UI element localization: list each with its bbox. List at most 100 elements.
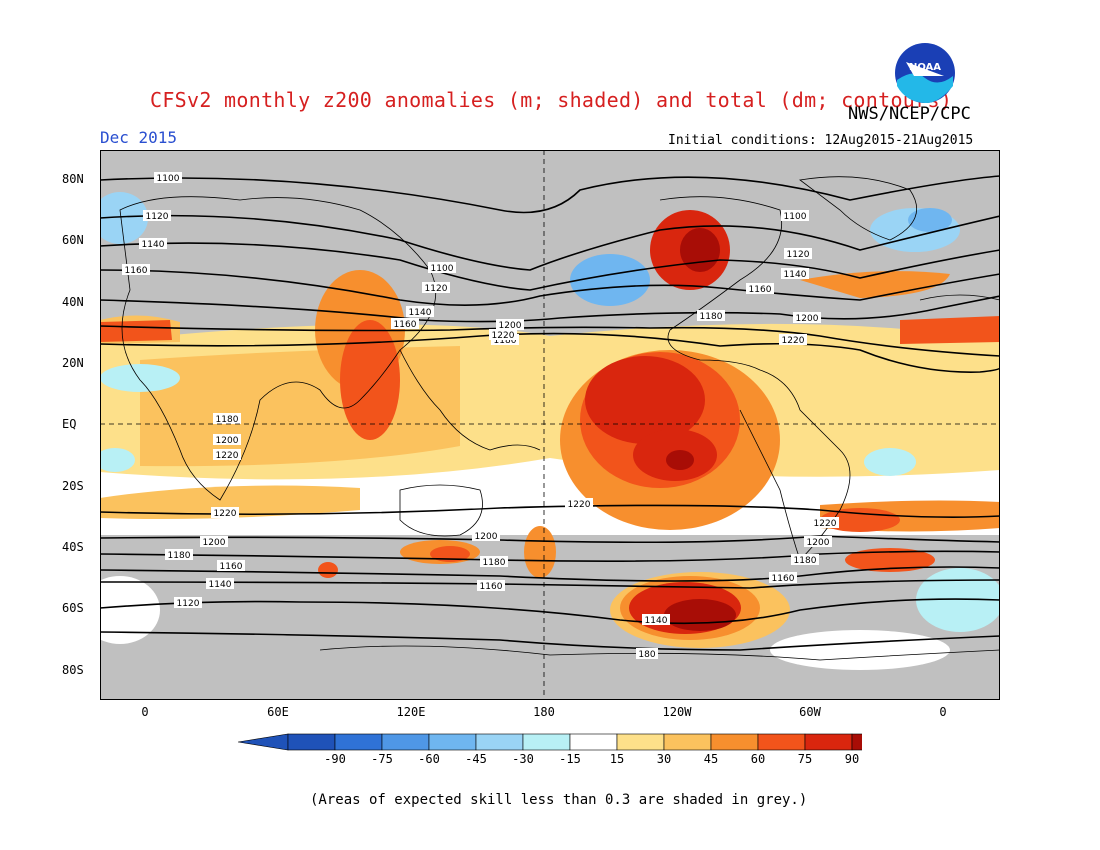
colorbar-tick-label: 75 (797, 752, 813, 766)
contour-label: 1140 (142, 240, 165, 250)
colorbar-box (287, 733, 336, 751)
contour-label-bg (154, 172, 182, 183)
contour-label: 1160 (394, 320, 417, 330)
colorbar-box (334, 733, 383, 751)
contour-label-bg (143, 210, 171, 221)
colorbar-tick-label: 45 (703, 752, 719, 766)
lat-label: 20S (62, 479, 84, 493)
lat-label: 80N (62, 172, 84, 186)
colorbar-box (851, 733, 862, 751)
contour-label-bg (211, 507, 239, 518)
contour-label-bg (793, 312, 821, 323)
contour-label-bg (784, 248, 812, 259)
contour-label: 1160 (772, 574, 795, 584)
map-frame (100, 150, 1000, 700)
contour-label: 1200 (203, 538, 226, 548)
colorbar-box (428, 733, 477, 751)
lat-label: 40N (62, 295, 84, 309)
contour-label: 1200 (216, 436, 239, 446)
colorbar-tick-label: 90 (844, 752, 860, 766)
contour-label: 1100 (431, 264, 454, 274)
contour-label-bg (496, 319, 524, 330)
contour-label: 1160 (749, 285, 772, 295)
contour-label: 1220 (568, 500, 591, 510)
contour-label: 1180 (494, 336, 517, 346)
contour-label: 1140 (209, 580, 232, 590)
contour-label: 1180 (168, 551, 191, 561)
lat-label: 60S (62, 601, 84, 615)
colorbar-tick-label: -30 (512, 752, 534, 766)
contour-label-bg (565, 498, 593, 509)
lat-label: 40S (62, 540, 84, 554)
contour-label-bg (406, 306, 434, 317)
contour-label: 1180 (794, 556, 817, 566)
contour-label-bg (642, 614, 670, 625)
contour-label: 1100 (157, 174, 180, 184)
contour-label: 1220 (492, 331, 515, 341)
contour-label-bg (811, 517, 839, 528)
contour-label: 1200 (807, 538, 830, 548)
contour-label-bg (697, 310, 725, 321)
contour-label-bg (746, 283, 774, 294)
contour-label-bg (804, 536, 832, 547)
lon-label: 60E (267, 705, 289, 719)
contour-label-bg (122, 264, 150, 275)
contour-label-bg (213, 413, 241, 424)
lat-label: 20N (62, 356, 84, 370)
contour-label-bg (472, 530, 500, 541)
contour-label: 1200 (475, 532, 498, 542)
contour-label-bg (422, 282, 450, 293)
lon-label: 120W (662, 705, 692, 719)
contour-label: 1220 (782, 336, 805, 346)
contour-label-bg (213, 434, 241, 445)
contour-label-bg (165, 549, 193, 560)
colorbar-tick-label: -90 (324, 752, 346, 766)
contour-label-bg (781, 210, 809, 221)
lat-label: EQ (62, 417, 77, 431)
colorbar-tick-label: -45 (465, 752, 487, 766)
contour-label-bg (769, 572, 797, 583)
lon-label: 0 (939, 705, 947, 719)
contour-labels: 1100 1120 1140 1160 1180 1200 1220 1100 1120 1140… (122, 172, 839, 660)
contour-label: 1120 (177, 599, 200, 609)
lon-label: 60W (799, 705, 821, 719)
skill-footnote: (Areas of expected skill less than 0.3 a… (310, 792, 808, 808)
contour-label: 1140 (784, 270, 807, 280)
contour-label: 1220 (214, 509, 237, 519)
lat-label: 80S (62, 663, 84, 677)
colorbar-tick-label: 60 (750, 752, 766, 766)
contour-label-bg (391, 318, 419, 329)
valid-month-label: Dec 2015 (100, 128, 178, 147)
contour-label: 1140 (645, 616, 668, 626)
contour-label-bg (428, 262, 456, 273)
agency-label: NWS/NCEP/CPC (848, 104, 971, 124)
colorbar-box (569, 733, 618, 751)
height-contours (100, 175, 1000, 651)
contour-label: 1220 (216, 451, 239, 461)
colorbar-arrow-left (238, 733, 289, 751)
contour-label-bg (213, 449, 241, 460)
contour-label: 1180 (483, 558, 506, 568)
colorbar (238, 733, 862, 751)
colorbar-box (381, 733, 430, 751)
colorbar-box (522, 733, 571, 751)
noaa-logo-icon: NOAA (895, 43, 955, 104)
contour-label-bg (200, 536, 228, 547)
coastlines (119, 176, 1000, 661)
map-panel: 1100 1120 1140 1160 1180 1200 1220 1100 1120 1140… (100, 150, 1000, 700)
logo-text: NOAA (909, 62, 941, 73)
contour-label: 1160 (125, 266, 148, 276)
contour-label: 180 (638, 650, 655, 660)
initial-conditions-label: Initial conditions: 12Aug2015-21Aug2015 (668, 133, 974, 148)
colorbar-tick-label: -60 (418, 752, 440, 766)
contour-label: 1140 (409, 308, 432, 318)
contour-label: 1120 (787, 250, 810, 260)
contour-label-bg (636, 648, 658, 659)
contour-label: 1100 (784, 212, 807, 222)
contour-label-bg (779, 334, 807, 345)
colorbar-box (663, 733, 712, 751)
contour-label-bg (217, 560, 245, 571)
colorbar-tick-label: 15 (609, 752, 625, 766)
lat-label: 60N (62, 233, 84, 247)
colorbar-tick-label: -75 (371, 752, 393, 766)
